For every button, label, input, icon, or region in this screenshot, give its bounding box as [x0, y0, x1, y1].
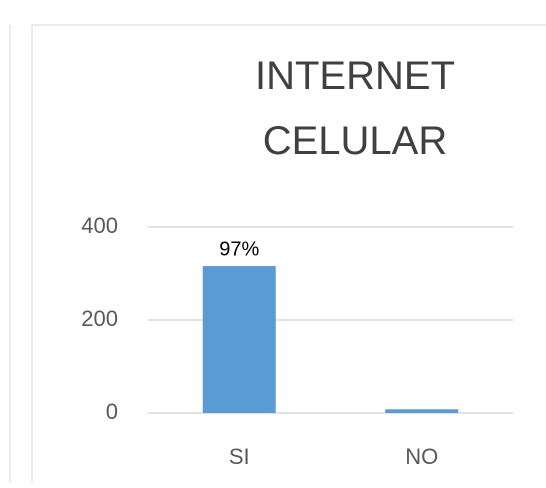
y-tick-label: 400	[81, 213, 118, 238]
data-label: 97%	[219, 238, 259, 260]
y-tick-label: 200	[81, 306, 118, 331]
x-tick-label: NO	[405, 444, 438, 469]
y-tick-label: 0	[106, 399, 118, 424]
x-tick-label: SI	[229, 444, 250, 469]
bar	[385, 409, 459, 413]
bar	[202, 266, 276, 413]
chart-title: INTERNET CELULAR	[255, 54, 455, 163]
